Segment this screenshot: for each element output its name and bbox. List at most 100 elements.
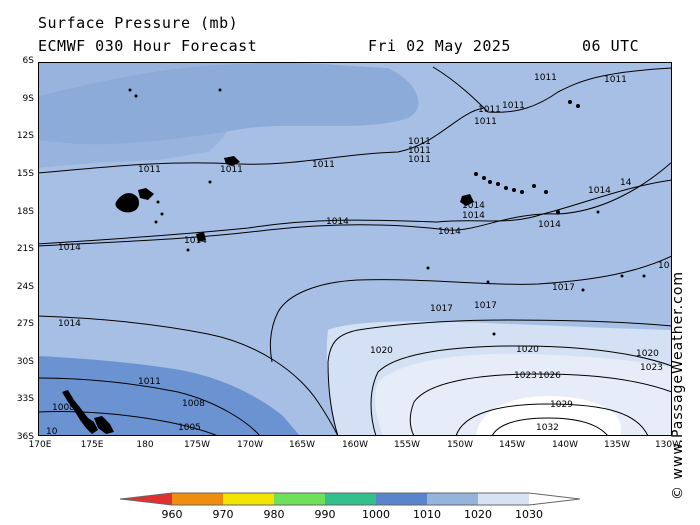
legend-label: 1010	[413, 508, 441, 521]
isobar-label: 1014	[58, 243, 81, 253]
isobar-label: 1017	[430, 304, 453, 314]
island-dot	[488, 180, 492, 184]
x-label: 155W	[393, 440, 421, 450]
island-dot	[134, 94, 138, 98]
island-dot	[186, 248, 190, 252]
legend-swatch	[120, 493, 172, 505]
isobar-label: 1014	[438, 227, 461, 237]
x-label: 160W	[341, 440, 369, 450]
legend-swatch	[274, 493, 325, 505]
island-dot	[581, 288, 585, 292]
landmasses	[62, 156, 474, 434]
isobar	[38, 315, 339, 436]
x-label: 145W	[498, 440, 526, 450]
x-label: 150W	[446, 440, 474, 450]
map-title: Surface Pressure (mb)	[38, 14, 239, 32]
island-dot	[556, 210, 560, 214]
legend-swatch	[529, 493, 580, 505]
isobar-label: 1032	[536, 423, 559, 433]
legend-label: 1000	[362, 508, 390, 521]
isobar-label: 1014	[462, 211, 485, 221]
legend-label: 970	[212, 508, 234, 521]
island-dot	[576, 104, 580, 108]
isobar-label: 1011	[138, 377, 161, 387]
tonga-island	[196, 232, 206, 242]
island-dot	[128, 88, 132, 92]
isobar-label: 1011	[478, 105, 501, 115]
y-label: 30S	[16, 357, 34, 367]
isobar-label: 1011	[312, 160, 335, 170]
island-dot	[568, 100, 572, 104]
isobar-label: 1014	[538, 220, 561, 230]
legend-swatch	[172, 493, 223, 505]
y-label: 15S	[16, 169, 34, 179]
isobar-label: 1023	[640, 363, 663, 373]
island-dot	[544, 190, 548, 194]
north-island	[62, 390, 98, 434]
isobar-label: 1023	[514, 371, 537, 381]
isobar-labels: 1011 1011 1011 1011 1011 1011 1011 1011 …	[46, 73, 670, 436]
isobars	[38, 66, 672, 436]
island-dot	[496, 182, 500, 186]
isobar-label: 1026	[538, 371, 561, 381]
x-label: 175E	[80, 440, 104, 450]
isobar	[327, 319, 672, 436]
island-dot	[620, 274, 624, 278]
isobar	[38, 161, 672, 247]
low-pressure-patch	[38, 62, 247, 168]
isobar	[491, 417, 609, 436]
legend-label: 960	[161, 508, 183, 521]
isobar-label: 1014	[588, 186, 611, 196]
y-label: 6S	[22, 56, 34, 66]
isobar-label: 1014	[462, 201, 485, 211]
isobar-label: 1011	[474, 117, 497, 127]
isobar	[455, 403, 649, 436]
north-island-east	[94, 416, 114, 434]
pressure-map: 1011 1011 1011 1011 1011 1011 1011 1011 …	[38, 62, 672, 436]
y-label: 27S	[16, 319, 34, 329]
isobar-label: 1020	[636, 349, 659, 359]
isobar-label: 1011	[604, 75, 627, 85]
island-dot	[642, 274, 646, 278]
small-islands	[128, 88, 646, 336]
fiji-vanua-levu	[138, 188, 154, 200]
isobar	[38, 107, 485, 174]
island-dot	[486, 280, 490, 284]
isobar	[269, 255, 672, 363]
isobar	[432, 66, 672, 113]
x-label: 170E	[28, 440, 52, 450]
isobar-label: 1005	[178, 423, 201, 433]
y-label: 12S	[16, 131, 34, 141]
isobar-label: 1011	[408, 137, 431, 147]
island-dot	[156, 200, 160, 204]
isobar-label: 1014	[326, 217, 349, 227]
map-frame	[38, 62, 672, 436]
isobar-label: 10	[658, 261, 670, 271]
island-dot	[492, 332, 496, 336]
legend-label: 990	[314, 508, 336, 521]
isobar	[38, 410, 219, 436]
tahiti-island	[460, 194, 474, 206]
x-label: 170W	[236, 440, 264, 450]
isobar	[38, 377, 261, 436]
isobar-label: 1011	[502, 101, 525, 111]
isobar-label: 1014	[58, 319, 81, 329]
isobar-label: 1011	[138, 165, 161, 175]
forecast-model: ECMWF 030 Hour Forecast	[38, 37, 258, 55]
island-dot	[596, 210, 600, 214]
island-dot	[208, 180, 212, 184]
site-credit: © www.PassageWeather.com	[670, 270, 686, 500]
forecast-time: 06 UTC	[582, 37, 640, 55]
island-dot	[520, 190, 524, 194]
isobar-label: 1011	[408, 146, 431, 156]
isobar-label: 1017	[474, 301, 497, 311]
isobar-label: 1008	[182, 399, 205, 409]
x-label: 140W	[551, 440, 579, 450]
island-dot	[482, 176, 486, 180]
legend-swatch	[223, 493, 274, 505]
y-label: 18S	[16, 207, 34, 217]
island-dot	[512, 188, 516, 192]
legend-swatch	[478, 493, 529, 505]
island-dot	[532, 184, 536, 188]
isobar-label: 1011	[220, 165, 243, 175]
